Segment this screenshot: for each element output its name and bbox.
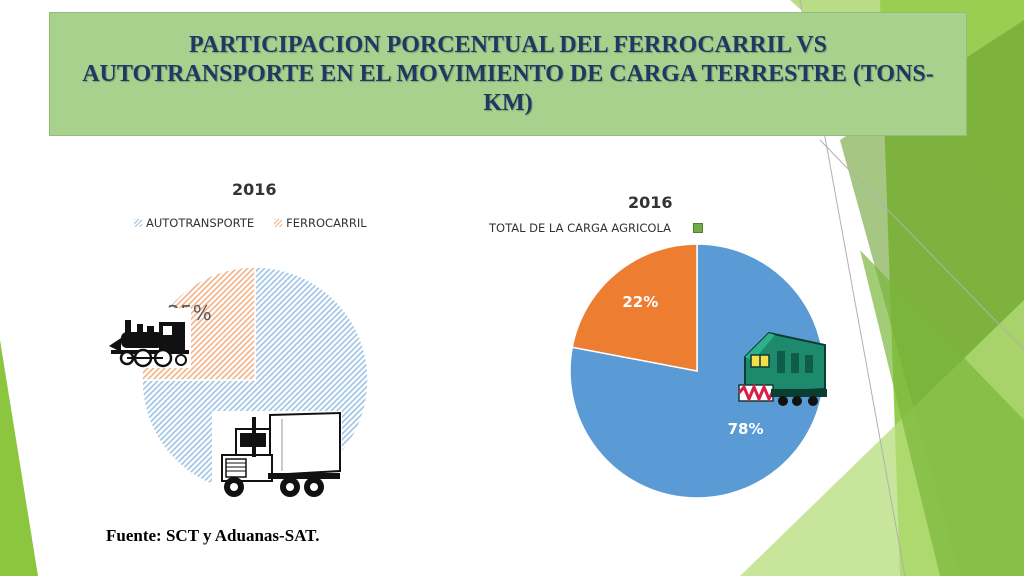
pie-chart-2: 78% 22% <box>569 243 825 499</box>
semi-truck-icon <box>212 411 342 503</box>
steam-locomotive-icon <box>107 308 191 368</box>
pie2-label-0: 78% <box>728 420 764 438</box>
pie2-slice-1 <box>571 243 698 372</box>
legend-swatch-ferrocarril <box>274 219 283 227</box>
legend-item-autotransporte: AUTOTRANSPORTE <box>134 216 254 230</box>
page-title: PARTICIPACION PORCENTUAL DEL FERROCARRIL… <box>82 31 934 116</box>
deco-shape-left <box>0 340 38 576</box>
legend-label-carga-agricola: TOTAL DE LA CARGA AGRICOLA <box>489 221 672 235</box>
chart2-legend: TOTAL DE LA CARGA AGRICOLA <box>489 221 707 235</box>
chart1-legend: AUTOTRANSPORTE FERROCARRIL <box>134 216 387 230</box>
deco-line-2 <box>819 139 1024 351</box>
chart2-title: 2016 <box>628 193 673 212</box>
legend-swatch-carga-agricola <box>693 223 704 233</box>
legend-label-ferrocarril: FERROCARRIL <box>286 216 367 230</box>
legend-item-ferrocarril: FERROCARRIL <box>274 216 367 230</box>
deco-shape-right-5 <box>860 250 1024 576</box>
chart1-title: 2016 <box>232 180 277 199</box>
title-banner: PARTICIPACION PORCENTUAL DEL FERROCARRIL… <box>49 12 967 136</box>
legend-label-autotransporte: AUTOTRANSPORTE <box>146 216 255 230</box>
diesel-locomotive-icon <box>737 331 827 406</box>
pie2-label-1: 22% <box>622 293 658 311</box>
legend-swatch-autotransporte <box>134 219 142 227</box>
source-note: Fuente: SCT y Aduanas-SAT. <box>106 526 320 545</box>
